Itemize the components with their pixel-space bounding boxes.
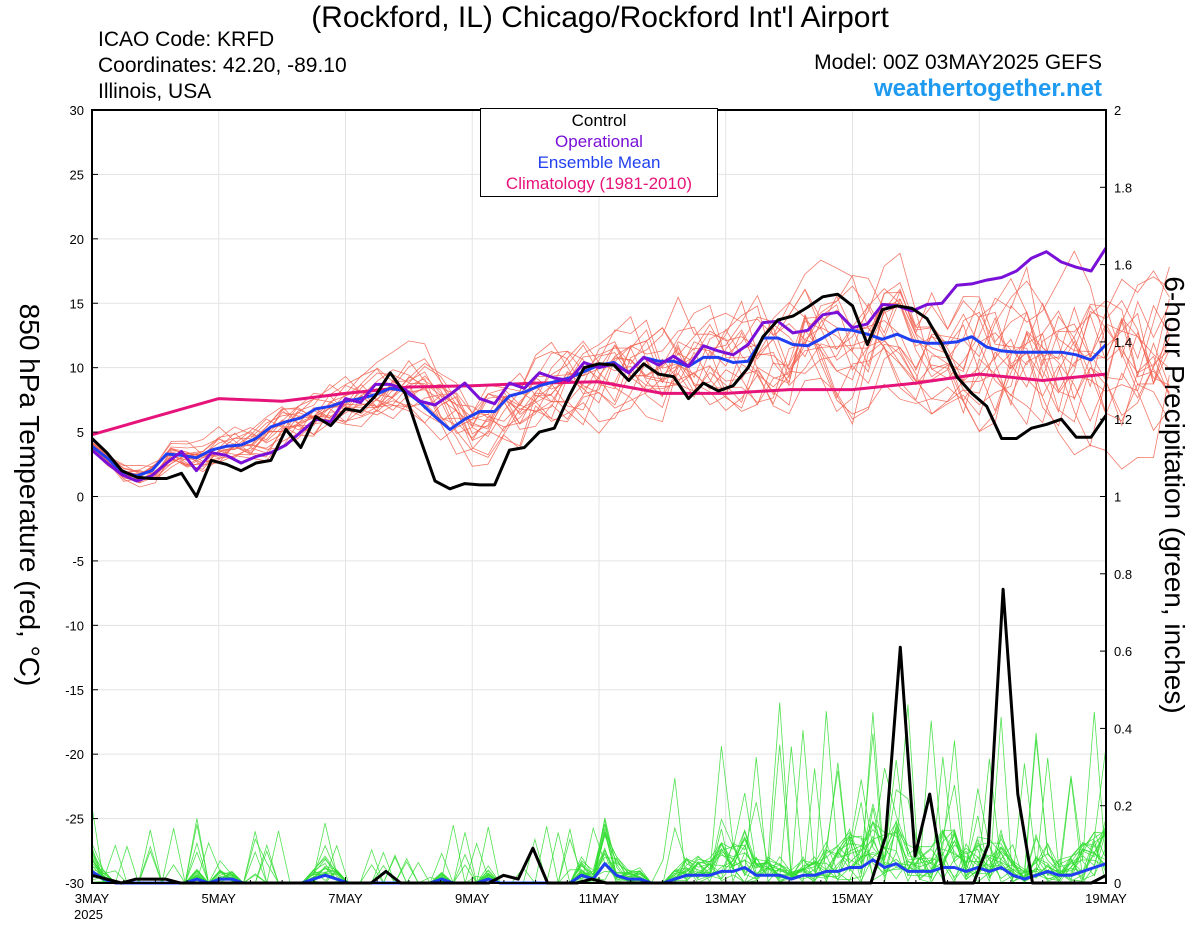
region: Illinois, USA bbox=[98, 80, 212, 103]
x-tick-label: 17MAY bbox=[958, 891, 1000, 906]
axis-ticks: 302520151050-5-10-15-20-25-3021.81.61.41… bbox=[65, 103, 1132, 922]
y-tick-label: 25 bbox=[70, 167, 84, 182]
y2-tick-label: 0 bbox=[1114, 876, 1121, 891]
y-tick-label: -25 bbox=[65, 812, 84, 827]
legend-operational: Operational bbox=[555, 132, 643, 151]
temp-member-line bbox=[91, 301, 1170, 482]
temp-member-line bbox=[91, 276, 1170, 475]
y-tick-label: 20 bbox=[70, 232, 84, 247]
control-temp-line bbox=[90, 292, 1108, 498]
ensemble-members bbox=[91, 250, 1170, 885]
y-tick-label: 0 bbox=[77, 490, 84, 505]
y-tick-label: -10 bbox=[65, 618, 84, 633]
legend-climatology: Climatology (1981-2010) bbox=[505, 174, 693, 193]
x-tick-label: 15MAY bbox=[832, 891, 874, 906]
y2-tick-label: 0.2 bbox=[1114, 799, 1132, 814]
y-axis-label-left: 850 hPa Temperature (red, °C) bbox=[14, 303, 45, 687]
y-tick-label: -30 bbox=[65, 876, 84, 891]
y2-tick-label: 1.6 bbox=[1114, 258, 1132, 273]
y-tick-label: 10 bbox=[70, 361, 84, 376]
y-tick-label: 30 bbox=[70, 103, 84, 118]
y-axis-label-right: 6-hour Precipitation (green, inches) bbox=[1159, 276, 1190, 714]
page-title: (Rockford, IL) Chicago/Rockford Int'l Ai… bbox=[311, 1, 889, 34]
y2-tick-label: 0.8 bbox=[1114, 567, 1132, 582]
y-tick-label: -5 bbox=[72, 554, 84, 569]
y2-tick-label: 0.4 bbox=[1114, 721, 1132, 736]
model-run: Model: 00Z 03MAY2025 GEFS bbox=[814, 51, 1102, 74]
temp-member-line bbox=[91, 270, 1170, 477]
temp-member-line bbox=[91, 250, 1170, 484]
temp-member-line bbox=[91, 285, 1170, 475]
y-tick-label: 15 bbox=[70, 296, 84, 311]
y2-tick-label: 1.2 bbox=[1114, 412, 1132, 427]
climatology-line bbox=[91, 372, 1107, 437]
precip-member-line bbox=[91, 777, 1107, 884]
temp-member-line bbox=[91, 305, 1170, 483]
y2-tick-label: 0.6 bbox=[1114, 644, 1132, 659]
y2-tick-label: 1.4 bbox=[1114, 335, 1132, 350]
year-label: 2025 bbox=[74, 907, 103, 922]
temp-member-line bbox=[91, 302, 1170, 484]
x-tick-label: 13MAY bbox=[705, 891, 747, 906]
y2-tick-label: 2 bbox=[1114, 103, 1121, 118]
site-link[interactable]: weathertogether.net bbox=[873, 75, 1102, 102]
precip-member-line bbox=[91, 702, 1107, 884]
gridlines bbox=[91, 109, 1107, 884]
temp-member-line bbox=[91, 296, 1170, 474]
x-tick-label: 9MAY bbox=[455, 891, 490, 906]
temp-member-line bbox=[91, 288, 1170, 479]
y2-tick-label: 1.8 bbox=[1114, 180, 1132, 195]
operational-temp-line bbox=[91, 247, 1108, 483]
temp-member-line bbox=[91, 288, 1170, 481]
x-tick-label: 7MAY bbox=[328, 891, 363, 906]
y-tick-label: 5 bbox=[77, 425, 84, 440]
y-tick-label: -15 bbox=[65, 683, 84, 698]
legend-ensemble-mean: Ensemble Mean bbox=[537, 153, 661, 172]
x-tick-label: 5MAY bbox=[202, 891, 237, 906]
x-tick-label: 3MAY bbox=[75, 891, 110, 906]
chart-legend: Control Operational Ensemble Mean Climat… bbox=[480, 108, 718, 197]
y-tick-label: -20 bbox=[65, 747, 84, 762]
coordinates: Coordinates: 42.20, -89.10 bbox=[98, 54, 347, 77]
x-tick-label: 19MAY bbox=[1085, 891, 1127, 906]
legend-control: Control bbox=[571, 111, 627, 130]
x-tick-label: 11MAY bbox=[579, 891, 620, 906]
y2-tick-label: 1 bbox=[1114, 490, 1121, 505]
icao-code: ICAO Code: KRFD bbox=[98, 28, 275, 51]
temp-member-line bbox=[91, 288, 1170, 481]
